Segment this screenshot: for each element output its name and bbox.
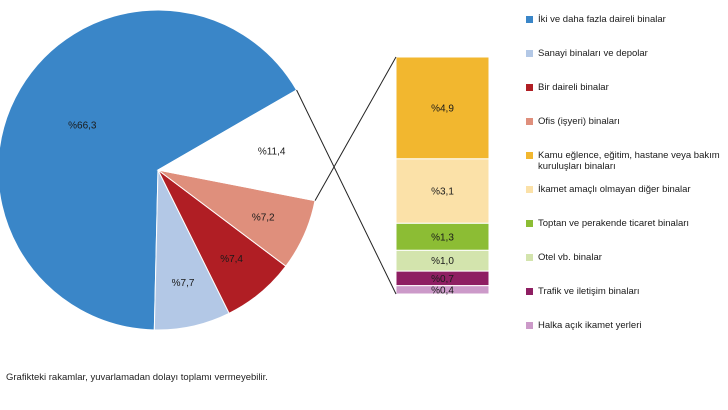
legend-swatch: [526, 186, 533, 193]
legend-label: İkamet amaçlı olmayan diğer binalar: [538, 184, 691, 195]
legend-item: İki ve daha fazla daireli binalar: [526, 14, 726, 48]
legend-label: Sanayi binaları ve depolar: [538, 48, 648, 59]
slice-label: %7,7: [172, 278, 195, 289]
legend-swatch: [526, 220, 533, 227]
legend-label: İki ve daha fazla daireli binalar: [538, 14, 666, 25]
legend-item: Halka açık ikamet yerleri: [526, 320, 726, 354]
segment-label: %1,3: [431, 232, 454, 243]
legend: İki ve daha fazla daireli binalar Sanayi …: [526, 14, 726, 354]
breakdown-segment: [395, 222, 490, 251]
connector-line-bottom: [296, 89, 397, 295]
legend-item: Toptan ve perakende ticaret binaları: [526, 218, 726, 252]
pie-slice: [0, 9, 298, 331]
slice-label: %11,4: [258, 147, 286, 158]
legend-swatch: [526, 118, 533, 125]
legend-item: Kamu eğlence, eğitim, hastane veya bakım…: [526, 150, 726, 184]
segment-label: %1,0: [431, 256, 454, 267]
legend-label: Trafik ve iletişim binaları: [538, 286, 640, 297]
legend-item: Ofis (işyeri) binaları: [526, 116, 726, 150]
segment-label: %0,4: [431, 285, 454, 296]
legend-item: Otel vb. binalar: [526, 252, 726, 286]
legend-swatch: [526, 84, 533, 91]
legend-label: Halka açık ikamet yerleri: [538, 320, 642, 331]
legend-swatch: [526, 50, 533, 57]
breakdown-segment: [395, 285, 490, 295]
legend-swatch: [526, 288, 533, 295]
legend-swatch: [526, 254, 533, 261]
footnote: Grafikteki rakamlar, yuvarlamadan dolayı…: [6, 372, 268, 383]
legend-label: Kamu eğlence, eğitim, hastane veya bakım…: [538, 150, 720, 172]
legend-label: Toptan ve perakende ticaret binaları: [538, 218, 690, 229]
slice-label: %7,2: [252, 212, 275, 223]
segment-label: %0,7: [431, 274, 454, 285]
legend-item: Bir daireli binalar: [526, 82, 726, 116]
legend-swatch: [526, 16, 533, 23]
segment-label: %4,9: [431, 103, 454, 114]
slice-label: %66,3: [68, 121, 97, 132]
legend-swatch: [526, 152, 533, 159]
legend-item: İkamet amaçlı olmayan diğer binalar: [526, 184, 726, 218]
legend-label: Ofis (işyeri) binaları: [538, 116, 620, 127]
legend-swatch: [526, 322, 533, 329]
legend-label: Otel vb. binalar: [538, 252, 602, 263]
legend-item: Sanayi binaları ve depolar: [526, 48, 726, 82]
legend-item: Trafik ve iletişim binaları: [526, 286, 726, 320]
connector-line-top: [314, 56, 397, 201]
breakdown-segment: [395, 56, 490, 160]
segment-label: %3,1: [431, 187, 454, 198]
legend-label: Bir daireli binalar: [538, 82, 609, 93]
slice-label: %7,4: [220, 254, 243, 265]
